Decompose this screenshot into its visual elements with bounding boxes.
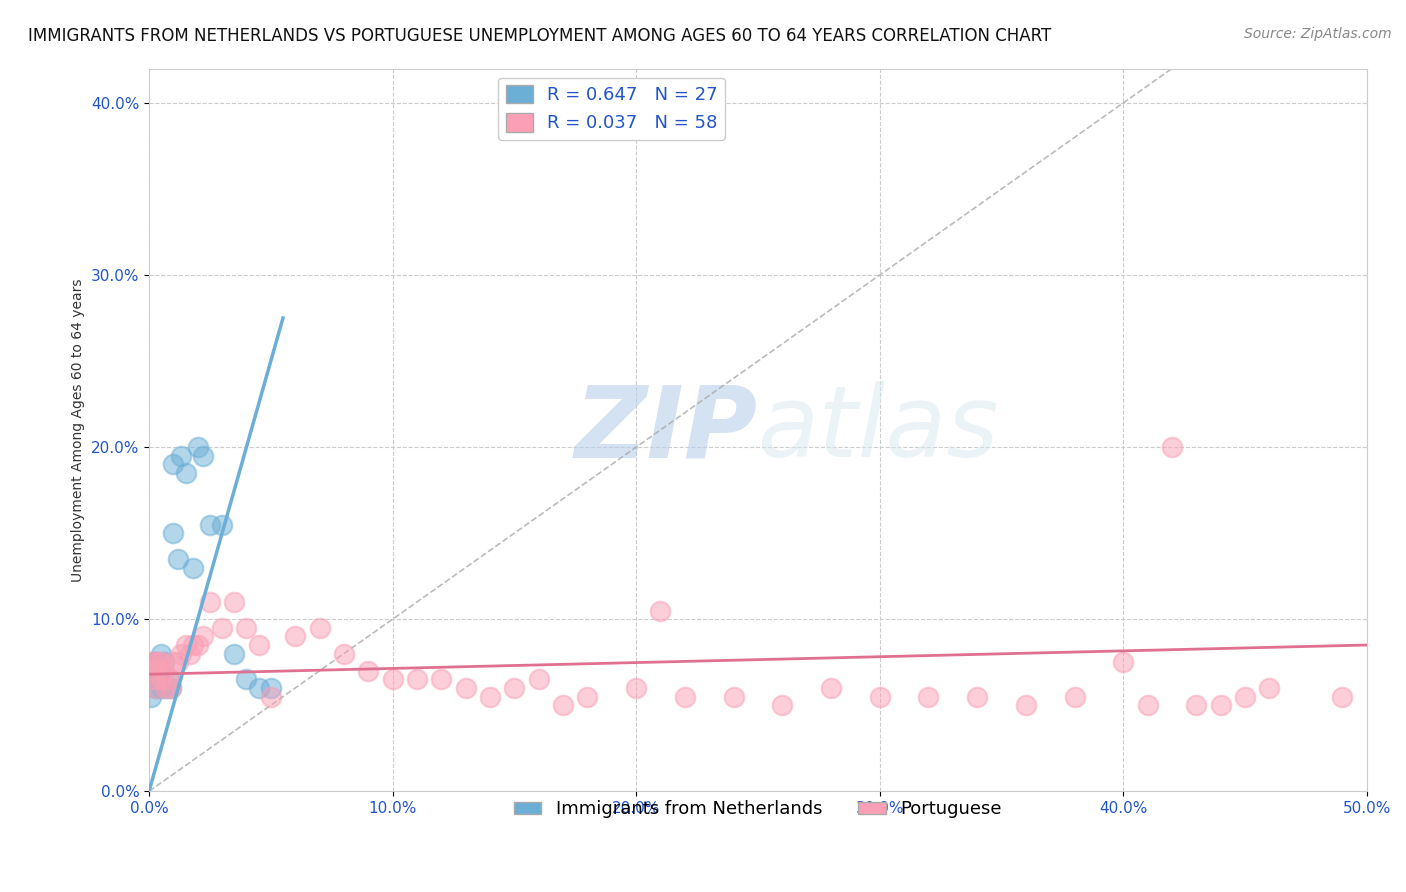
Point bbox=[235, 673, 257, 687]
Point bbox=[198, 517, 221, 532]
Point bbox=[650, 604, 672, 618]
Point bbox=[142, 673, 165, 687]
Point bbox=[152, 655, 174, 669]
Point bbox=[527, 673, 550, 687]
Point bbox=[1112, 655, 1135, 669]
Point bbox=[145, 681, 167, 695]
Point bbox=[503, 681, 526, 695]
Point bbox=[160, 681, 183, 695]
Point bbox=[247, 681, 270, 695]
Text: Source: ZipAtlas.com: Source: ZipAtlas.com bbox=[1244, 27, 1392, 41]
Point bbox=[148, 655, 170, 669]
Point bbox=[247, 638, 270, 652]
Point bbox=[141, 690, 163, 704]
Point bbox=[454, 681, 477, 695]
Point bbox=[162, 655, 184, 669]
Point bbox=[148, 664, 170, 678]
Text: ZIP: ZIP bbox=[575, 382, 758, 478]
Point bbox=[179, 647, 201, 661]
Point bbox=[145, 681, 167, 695]
Point bbox=[160, 681, 183, 695]
Point bbox=[479, 690, 502, 704]
Point bbox=[150, 647, 173, 661]
Point bbox=[770, 698, 793, 713]
Point bbox=[224, 595, 246, 609]
Y-axis label: Unemployment Among Ages 60 to 64 years: Unemployment Among Ages 60 to 64 years bbox=[72, 278, 86, 582]
Point bbox=[150, 673, 173, 687]
Point bbox=[145, 664, 167, 678]
Point bbox=[162, 458, 184, 472]
Point bbox=[381, 673, 404, 687]
Point bbox=[869, 690, 891, 704]
Point bbox=[1136, 698, 1159, 713]
Point bbox=[1161, 440, 1184, 454]
Point bbox=[260, 681, 283, 695]
Point bbox=[145, 655, 167, 669]
Point bbox=[174, 638, 197, 652]
Point bbox=[142, 655, 165, 669]
Point bbox=[357, 664, 380, 678]
Point bbox=[191, 449, 214, 463]
Text: atlas: atlas bbox=[758, 382, 1000, 478]
Point bbox=[917, 690, 939, 704]
Point bbox=[551, 698, 574, 713]
Point bbox=[167, 655, 190, 669]
Point bbox=[576, 690, 599, 704]
Point bbox=[1234, 690, 1257, 704]
Point bbox=[155, 681, 177, 695]
Point bbox=[150, 655, 173, 669]
Point bbox=[284, 629, 307, 643]
Point bbox=[723, 690, 745, 704]
Point bbox=[211, 517, 233, 532]
Point bbox=[1015, 698, 1038, 713]
Point bbox=[1331, 690, 1354, 704]
Point bbox=[211, 621, 233, 635]
Point bbox=[191, 629, 214, 643]
Point bbox=[1258, 681, 1281, 695]
Point bbox=[150, 681, 173, 695]
Point bbox=[187, 440, 209, 454]
Point bbox=[224, 647, 246, 661]
Text: IMMIGRANTS FROM NETHERLANDS VS PORTUGUESE UNEMPLOYMENT AMONG AGES 60 TO 64 YEARS: IMMIGRANTS FROM NETHERLANDS VS PORTUGUES… bbox=[28, 27, 1052, 45]
Point bbox=[174, 466, 197, 480]
Point bbox=[1063, 690, 1085, 704]
Point bbox=[181, 560, 204, 574]
Point bbox=[198, 595, 221, 609]
Point bbox=[157, 673, 180, 687]
Point bbox=[260, 690, 283, 704]
Point bbox=[430, 673, 453, 687]
Point bbox=[624, 681, 647, 695]
Point bbox=[142, 655, 165, 669]
Point bbox=[170, 449, 193, 463]
Point bbox=[673, 690, 696, 704]
Point bbox=[152, 664, 174, 678]
Point bbox=[1209, 698, 1232, 713]
Point bbox=[333, 647, 356, 661]
Point bbox=[142, 673, 165, 687]
Point bbox=[235, 621, 257, 635]
Point bbox=[162, 526, 184, 541]
Legend: Immigrants from Netherlands, Portuguese: Immigrants from Netherlands, Portuguese bbox=[508, 793, 1008, 826]
Point bbox=[1185, 698, 1208, 713]
Point bbox=[157, 673, 180, 687]
Point bbox=[820, 681, 842, 695]
Point bbox=[966, 690, 988, 704]
Point bbox=[167, 552, 190, 566]
Point bbox=[406, 673, 429, 687]
Point bbox=[155, 681, 177, 695]
Point bbox=[141, 655, 163, 669]
Point bbox=[170, 647, 193, 661]
Point bbox=[148, 673, 170, 687]
Point bbox=[187, 638, 209, 652]
Point bbox=[308, 621, 330, 635]
Point bbox=[181, 638, 204, 652]
